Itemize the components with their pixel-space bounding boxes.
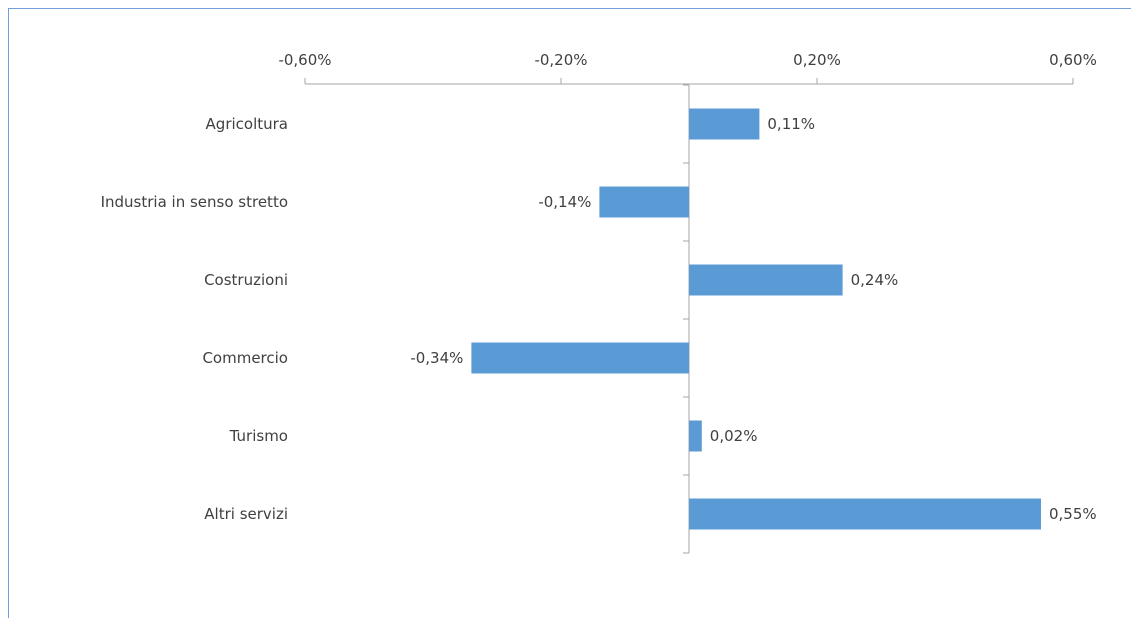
category-labels: Agricoltura Industria in senso stretto Cos… [101, 115, 288, 523]
data-label: 0,02% [710, 427, 758, 445]
x-tick-label: 0,60% [1049, 51, 1097, 69]
x-tick-label: 0,20% [793, 51, 841, 69]
bar [599, 186, 689, 218]
chart-frame [8, 8, 1131, 618]
category-label: Turismo [229, 427, 288, 445]
bars: 0,11% -0,14% 0,24% -0,34% 0,02% 0,55% [410, 108, 1097, 530]
bar [689, 108, 760, 140]
x-tick-label: -0,20% [534, 51, 587, 69]
x-tick-label: -0,60% [278, 51, 331, 69]
bar [471, 342, 689, 374]
category-label: Agricoltura [206, 115, 288, 133]
category-label: Commercio [202, 349, 288, 367]
category-label: Industria in senso stretto [101, 193, 288, 211]
data-label: 0,24% [851, 271, 899, 289]
category-label: Costruzioni [204, 271, 288, 289]
data-label: 0,55% [1049, 505, 1097, 523]
bar [689, 264, 843, 296]
data-label: -0,34% [410, 349, 463, 367]
data-label: -0,14% [538, 193, 591, 211]
data-label: 0,11% [767, 115, 815, 133]
bar [689, 498, 1041, 530]
value-axis: -0,60% -0,20% 0,20% 0,60% [278, 51, 1097, 554]
category-label: Altri servizi [204, 505, 288, 523]
bar [689, 420, 702, 452]
